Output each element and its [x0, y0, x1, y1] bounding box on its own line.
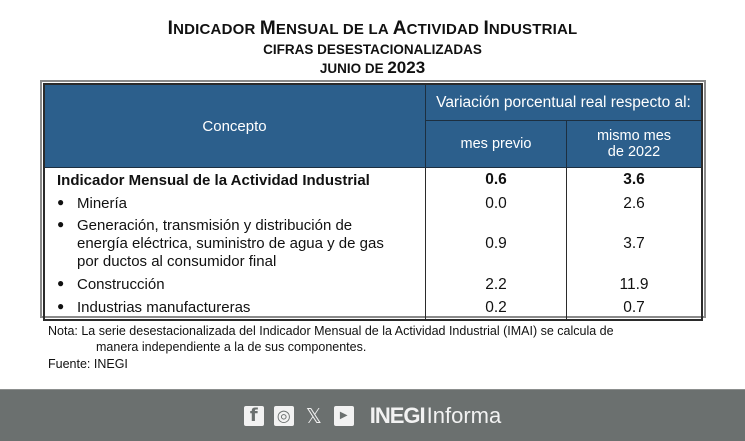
row-label-line: Generación, transmisión y distribución d…: [77, 217, 353, 234]
bullet-icon: ●: [57, 275, 65, 290]
table-row-total: Indicador Mensual de la Actividad Indust…: [44, 167, 702, 192]
table-row: ● Minería 0.0 2.6: [44, 192, 702, 215]
social-icons: f ◎ 𝕏 ▶: [243, 403, 354, 428]
value-mismo-mes: 2.6: [623, 194, 645, 212]
bullet-icon: ●: [57, 298, 65, 313]
report-title: INDICADOR MENSUAL DE LA ACTIVIDAD INDUST…: [0, 18, 745, 41]
report-subtitle: CIFRAS DESESTACIONALIZADAS: [263, 42, 482, 57]
row-label-cell: ● Industrias manufactureras: [44, 296, 426, 320]
note-line: manera independiente a la de sus compone…: [96, 340, 367, 354]
header-mismo-mes-line1: mismo mes: [596, 128, 672, 144]
title-part: ENSUAL DE LA: [275, 21, 393, 38]
value-mes-previo: 2.2: [425, 273, 567, 296]
header-variacion: Variación porcentual real respecto al:: [425, 83, 703, 121]
row-label-cell: ● Construcción: [44, 273, 426, 296]
period-year: 2023: [387, 58, 426, 77]
table-row: ● Generación, transmisión y distribución…: [44, 215, 702, 273]
row-label: Indicador Mensual de la Actividad Indust…: [44, 167, 426, 192]
row-label: Construcción: [77, 275, 165, 293]
value-mismo-mes: 0.7: [623, 298, 645, 316]
row-label-cell: ● Generación, transmisión y distribución…: [44, 215, 426, 273]
inegi-informa-logo: INEGI Informa: [370, 403, 502, 429]
period-month: JUNIO DE: [319, 61, 388, 76]
bullet-icon: ●: [57, 194, 65, 209]
brand-light: Informa: [426, 402, 502, 428]
x-icon[interactable]: 𝕏: [305, 403, 322, 428]
row-label-wrap: ● Generación, transmisión y distribución…: [57, 217, 425, 271]
title-initial: M: [259, 18, 276, 39]
value-mes-previo: 0.9: [425, 215, 567, 273]
header-concepto: Concepto: [43, 83, 426, 168]
row-label-cell: ● Minería: [44, 192, 426, 215]
youtube-icon[interactable]: ▶: [333, 405, 354, 426]
row-label: Minería: [77, 194, 128, 212]
header-mismo-mes-line2: de 2022: [607, 144, 661, 160]
table-note: Nota: La serie desestacionalizada del In…: [48, 323, 708, 355]
report-title-block: INDICADOR MENSUAL DE LA ACTIVIDAD INDUST…: [0, 18, 745, 79]
source-note: Fuente: INEGI: [48, 357, 128, 371]
table-row: ● Construcción 2.2 11.9: [44, 273, 702, 296]
title-initial: A: [392, 18, 407, 39]
value-mismo-mes: 3.7: [623, 235, 645, 252]
row-label: Industrias manufactureras: [77, 298, 251, 316]
header-mes-previo: mes previo: [425, 120, 567, 168]
value-mismo-mes: 3.6: [623, 171, 645, 188]
data-table: Concepto Variación porcentual real respe…: [43, 83, 703, 321]
facebook-icon[interactable]: f: [243, 405, 264, 426]
note-line: Nota: La serie desestacionalizada del In…: [48, 324, 614, 338]
title-part: CTIVIDAD: [406, 21, 484, 38]
data-table-frame: Concepto Variación porcentual real respe…: [40, 80, 706, 321]
value-mes-previo: 0.2: [425, 296, 567, 320]
title-initial: I: [483, 18, 489, 39]
footer-bar: f ◎ 𝕏 ▶ INEGI Informa: [0, 389, 745, 441]
value-mismo-mes: 11.9: [619, 275, 649, 293]
row-label-line: por ductos al consumidor final: [77, 253, 277, 270]
report-period: JUNIO DE 2023: [0, 58, 745, 79]
header-mismo-mes: mismo mes de 2022: [566, 120, 703, 168]
brand-bold: INEGI: [369, 402, 426, 428]
table-row: ● Industrias manufactureras 0.2 0.7: [44, 296, 702, 320]
row-label: Generación, transmisión y distribución d…: [77, 217, 384, 271]
row-label-line: energía eléctrica, suministro de agua y …: [77, 235, 384, 252]
value-mes-previo: 0.0: [425, 192, 567, 215]
instagram-icon[interactable]: ◎: [273, 405, 294, 426]
title-part: NDUSTRIAL: [488, 21, 578, 38]
title-initial: I: [167, 18, 174, 39]
value-mes-previo: 0.6: [425, 167, 567, 192]
title-part: NDICADOR: [173, 21, 260, 38]
bullet-icon: ●: [57, 217, 65, 231]
